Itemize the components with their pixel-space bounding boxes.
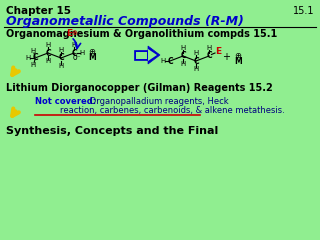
Text: +: + [222,52,230,62]
Text: C: C [45,48,51,58]
Polygon shape [135,52,147,59]
Text: Organopalladium reagents, Heck: Organopalladium reagents, Heck [87,97,228,106]
Text: H: H [193,50,199,56]
Text: H: H [58,47,64,53]
Text: Chapter 15: Chapter 15 [6,6,71,16]
Text: C: C [32,54,38,62]
Text: H: H [45,58,51,64]
Polygon shape [148,49,157,61]
Text: H: H [58,63,64,69]
Text: H: H [30,62,36,68]
Polygon shape [134,50,148,60]
Text: H: H [25,55,31,61]
Text: H: H [180,45,186,51]
Text: Lithium Diorganocopper (Gilman) Reagents 15.2: Lithium Diorganocopper (Gilman) Reagents… [6,83,273,93]
Text: Synthesis, Concepts and the Final: Synthesis, Concepts and the Final [6,126,218,136]
Text: ⊕: ⊕ [71,30,77,36]
Text: M: M [234,56,242,66]
Text: C: C [180,52,186,60]
Text: H: H [193,66,199,72]
Text: H: H [180,61,186,67]
Text: Organomagnesium & Organolithium compds 15.1: Organomagnesium & Organolithium compds 1… [6,29,277,39]
Text: E: E [215,47,221,55]
Polygon shape [148,46,160,64]
Text: ⊕: ⊕ [89,47,95,55]
Text: reaction, carbenes, carbenoids, & alkene metathesis.: reaction, carbenes, carbenoids, & alkene… [60,106,285,115]
Text: Not covered:: Not covered: [35,97,96,106]
Text: Organometallic Compounds (R-M): Organometallic Compounds (R-M) [6,15,244,28]
Text: C: C [58,54,64,62]
Text: C: C [167,56,173,66]
Text: E: E [66,30,72,38]
Text: H: H [71,42,76,48]
Text: C: C [206,52,212,60]
Text: M: M [88,53,96,61]
Text: C: C [71,48,77,58]
Text: H: H [79,50,84,56]
Text: H: H [45,42,51,48]
Text: H: H [160,58,166,64]
Text: C: C [193,56,199,66]
Text: δ⁻: δ⁻ [73,53,81,61]
Text: 15.1: 15.1 [292,6,314,16]
Text: ⊕: ⊕ [235,50,242,60]
Text: H: H [30,48,36,54]
Text: H: H [206,45,212,51]
